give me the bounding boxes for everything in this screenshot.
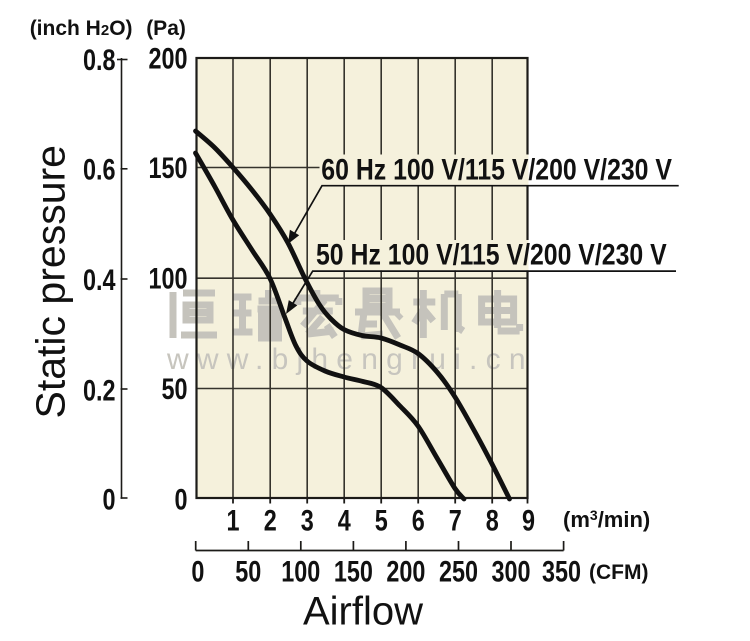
svg-text:6: 6 [412, 504, 425, 537]
svg-text:7: 7 [449, 504, 462, 537]
svg-text:(m3/min): (m3/min) [563, 507, 650, 532]
svg-text:50: 50 [235, 555, 261, 588]
svg-text:60 Hz 100 V/115 V/200 V/230 V: 60 Hz 100 V/115 V/200 V/230 V [321, 152, 672, 186]
svg-text:(inch H2O): (inch H2O) [30, 17, 133, 40]
svg-text:350: 350 [542, 555, 581, 588]
svg-text:1: 1 [226, 504, 239, 537]
svg-text:3: 3 [301, 504, 314, 537]
svg-text:0.2: 0.2 [83, 374, 116, 407]
svg-text:150: 150 [334, 555, 373, 588]
svg-text:300: 300 [491, 555, 530, 588]
svg-text:100: 100 [281, 555, 320, 588]
svg-text:200: 200 [148, 42, 187, 75]
svg-text:2: 2 [264, 504, 277, 537]
svg-text:0: 0 [174, 483, 187, 516]
svg-text:8: 8 [486, 504, 499, 537]
svg-text:50 Hz 100 V/115 V/200 V/230 V: 50 Hz 100 V/115 V/200 V/230 V [316, 237, 667, 271]
svg-text:9: 9 [522, 504, 535, 537]
svg-text:100: 100 [148, 262, 187, 295]
svg-text:0: 0 [102, 483, 115, 516]
svg-text:5: 5 [375, 504, 388, 537]
svg-text:4: 4 [338, 504, 351, 537]
svg-text:Airflow: Airflow [303, 590, 423, 634]
svg-text:0.6: 0.6 [83, 153, 116, 186]
svg-text:200: 200 [386, 555, 425, 588]
svg-text:(CFM): (CFM) [589, 561, 648, 584]
svg-text:www.bjhengrui.cn: www.bjhengrui.cn [166, 343, 534, 376]
svg-text:(Pa): (Pa) [146, 17, 186, 40]
svg-text:0.4: 0.4 [83, 263, 116, 296]
svg-text:50: 50 [161, 372, 187, 405]
svg-text:Static pressure: Static pressure [28, 145, 74, 418]
svg-text:250: 250 [439, 555, 478, 588]
svg-text:150: 150 [148, 151, 187, 184]
svg-text:0: 0 [191, 555, 204, 588]
svg-text:0.8: 0.8 [83, 43, 116, 76]
